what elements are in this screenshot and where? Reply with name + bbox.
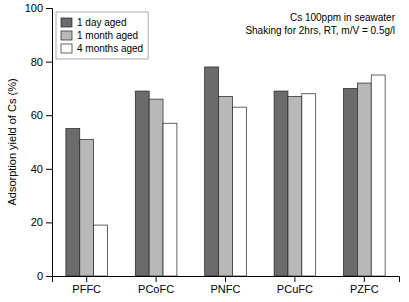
x-tick-label: PFFC bbox=[72, 283, 101, 295]
bar bbox=[274, 91, 288, 276]
y-tick-label: 40 bbox=[31, 163, 43, 175]
x-tick-mark bbox=[86, 276, 87, 282]
y-tick-mark bbox=[46, 276, 52, 277]
bar bbox=[163, 123, 177, 276]
bar bbox=[94, 225, 108, 276]
y-tick: 20 bbox=[31, 216, 52, 228]
x-tick-mark bbox=[156, 276, 157, 282]
x-tick: PCuFC bbox=[277, 276, 313, 295]
y-tick-mark bbox=[46, 222, 52, 223]
y-tick-label: 20 bbox=[31, 216, 43, 228]
bars bbox=[66, 67, 385, 276]
annotation: Shaking for 2hrs, RT, m/V = 0.5g/l bbox=[245, 25, 395, 36]
y-tick: 40 bbox=[31, 163, 52, 175]
chart: 0 20 40 60 80 100 PFFC PCoFC PNFC PCuFC PZFC Cs 100… bbox=[0, 0, 409, 302]
y-tick-label: 80 bbox=[31, 56, 43, 68]
bar bbox=[80, 139, 94, 276]
x-tick: PNFC bbox=[211, 276, 241, 295]
x-tick-label: PCoFC bbox=[138, 283, 174, 295]
x-tick-mark bbox=[294, 276, 295, 282]
y-tick-mark bbox=[46, 62, 52, 63]
bar bbox=[371, 75, 385, 276]
bar-series bbox=[66, 67, 357, 276]
bar bbox=[343, 88, 357, 276]
legend-frame bbox=[56, 12, 148, 59]
x-tick: PFFC bbox=[72, 276, 101, 295]
legend-item: 1 month aged bbox=[61, 30, 138, 41]
y-axis-title: Adsorption yield of Cs (%) bbox=[6, 78, 18, 205]
legend-swatch bbox=[61, 18, 72, 27]
x-tick-mark bbox=[364, 276, 365, 282]
x-tick-mark bbox=[225, 276, 226, 282]
annotations: Cs 100ppm in seawater Shaking for 2hrs, R… bbox=[245, 12, 395, 36]
y-tick-label: 100 bbox=[25, 2, 43, 14]
plot: 0 20 40 60 80 100 PFFC PCoFC PNFC PCuFC PZFC Cs 100… bbox=[25, 2, 400, 295]
bar bbox=[357, 83, 371, 276]
bar bbox=[288, 96, 302, 276]
x-axis-line bbox=[53, 277, 400, 283]
legend-label: 4 months aged bbox=[77, 43, 143, 54]
legend-swatch bbox=[61, 44, 72, 53]
x-tick: PCoFC bbox=[138, 276, 174, 295]
y-tick-label: 60 bbox=[31, 109, 43, 121]
legend-label: 1 day aged bbox=[77, 17, 127, 28]
y-tick-mark bbox=[46, 8, 52, 9]
y-tick-mark bbox=[46, 169, 52, 170]
legend-swatch bbox=[61, 31, 72, 40]
legend-label: 1 month aged bbox=[77, 30, 138, 41]
x-tick: PZFC bbox=[350, 276, 379, 295]
y-axis-line bbox=[46, 9, 53, 277]
x-axis: PFFC PCoFC PNFC PCuFC PZFC bbox=[53, 276, 400, 295]
bar bbox=[232, 107, 246, 276]
y-tick: 80 bbox=[31, 56, 52, 68]
bar bbox=[219, 96, 233, 276]
legend-item: 1 day aged bbox=[61, 17, 127, 28]
y-tick: 100 bbox=[25, 2, 52, 14]
bar-series bbox=[80, 83, 371, 276]
y-axis: 0 20 40 60 80 100 bbox=[25, 2, 53, 282]
annotation: Cs 100ppm in seawater bbox=[290, 12, 396, 23]
legend: 1 day aged 1 month aged 4 months aged bbox=[56, 12, 148, 59]
x-tick-label: PCuFC bbox=[277, 283, 313, 295]
y-tick: 0 bbox=[37, 270, 52, 282]
x-tick-label: PNFC bbox=[211, 283, 241, 295]
bar bbox=[149, 99, 163, 276]
y-tick-label: 0 bbox=[37, 270, 43, 282]
bar bbox=[205, 67, 219, 276]
legend-item: 4 months aged bbox=[61, 43, 143, 54]
bar bbox=[135, 91, 149, 276]
x-tick-label: PZFC bbox=[350, 283, 379, 295]
bar-series bbox=[94, 75, 385, 276]
bar bbox=[302, 94, 316, 276]
y-tick-mark bbox=[46, 115, 52, 116]
y-tick: 60 bbox=[31, 109, 52, 121]
bar bbox=[66, 129, 80, 276]
